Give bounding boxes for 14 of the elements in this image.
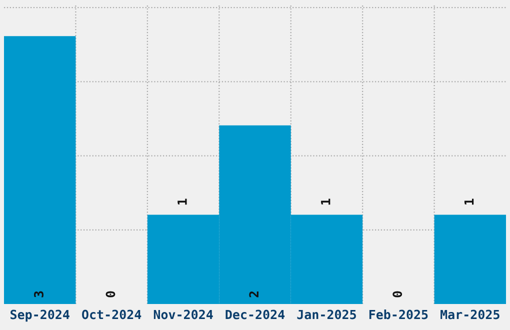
x-tick-label: Oct-2024 <box>82 310 142 320</box>
data-label: 2 <box>249 292 258 298</box>
data-label: 0 <box>392 291 402 298</box>
x-tick-label: Sep-2024 <box>10 310 70 322</box>
data-label: 3 <box>34 291 44 298</box>
x-tick-label: Mar-2025 <box>440 310 500 320</box>
data-label: 0 <box>106 291 116 298</box>
data-label: 1 <box>321 198 330 205</box>
data-label: 1 <box>178 198 187 205</box>
data-label: 1 <box>464 198 474 205</box>
x-tick-label: Jan-2025 <box>297 310 356 320</box>
x-tick-label: Nov-2024 <box>154 310 213 320</box>
x-tick-label: Dec-2024 <box>226 310 285 320</box>
x-tick-label: Feb-2025 <box>369 310 428 320</box>
